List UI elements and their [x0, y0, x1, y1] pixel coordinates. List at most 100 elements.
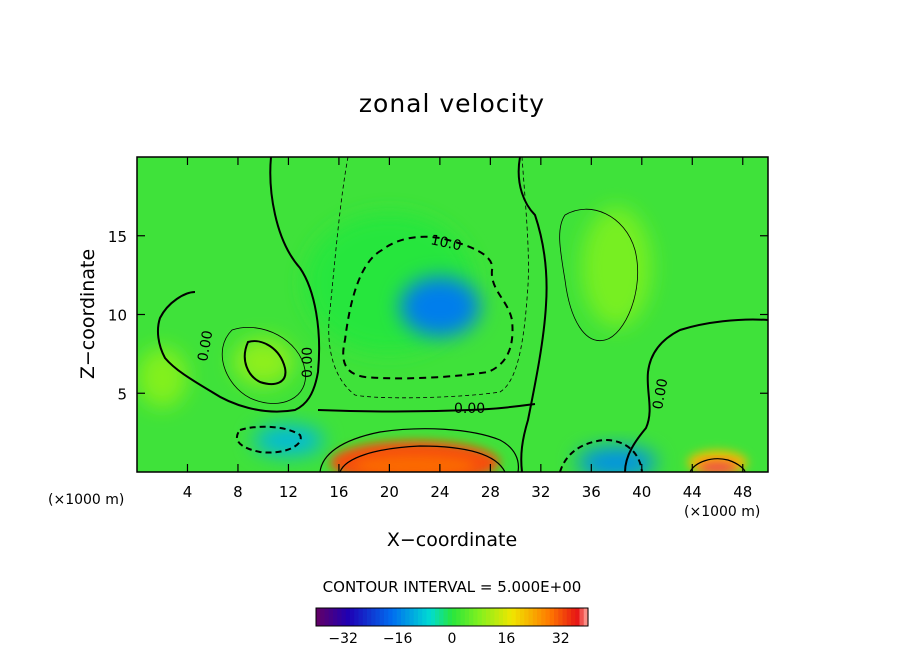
colorbar-swatch — [324, 608, 330, 626]
contour-interval-text: CONTOUR INTERVAL = 5.000E+00 — [323, 578, 582, 596]
contour-neg-ten-dashed — [342, 235, 514, 380]
x-tick-label: 44 — [683, 483, 702, 501]
x-tick-label: 4 — [183, 483, 193, 501]
contour-label: 0.00 — [650, 377, 671, 410]
colorbar-swatch — [511, 608, 517, 626]
contour-lines — [156, 157, 768, 472]
field-feature — [137, 347, 188, 408]
colorbar-swatch — [430, 608, 436, 626]
colorbar-swatch — [452, 608, 457, 626]
x-unit-right: (×1000 m) — [684, 504, 760, 520]
colorbar-swatch — [583, 608, 589, 626]
colorbar-tick-label: 16 — [497, 631, 515, 647]
x-tick-label: 40 — [632, 483, 651, 501]
colorbar — [315, 607, 589, 627]
colorbar-swatch — [316, 608, 321, 626]
contour-label: 10.0 — [429, 232, 463, 254]
colorbar-swatch — [418, 608, 423, 626]
contour-zero-lower-right — [624, 318, 768, 472]
colorbar-swatch — [384, 608, 389, 626]
colorbar-swatch — [447, 608, 453, 626]
colorbar-swatch — [520, 608, 525, 626]
colorbar-swatch — [345, 608, 351, 626]
contour-label: 0.00 — [300, 347, 316, 378]
contour-hot-inner — [339, 445, 506, 472]
y-tick-label: 10 — [108, 307, 127, 325]
colorbar-swatch — [443, 608, 449, 626]
colorbar-swatch — [477, 608, 483, 626]
colorbar-swatch — [337, 608, 343, 626]
colorbar-swatch — [375, 608, 381, 626]
colorbar-swatch — [320, 608, 326, 626]
x-tick-label: 28 — [481, 483, 500, 501]
colorbar-swatch — [545, 608, 551, 626]
colorbar-swatch — [575, 608, 581, 626]
contour-label-group: 10.0 0.00 0.00 0.00 0.00 — [195, 232, 671, 417]
contour-zero-left — [156, 157, 321, 413]
colorbar-swatch — [401, 608, 406, 626]
colorbar-tick-label: 32 — [552, 631, 570, 647]
x-tick-label: 24 — [430, 483, 449, 501]
contour-blob-left-thin — [221, 327, 306, 404]
colorbar-swatch — [469, 608, 474, 626]
colorbar-swatch — [439, 608, 445, 626]
colorbar-swatch — [549, 608, 555, 626]
colorbar-swatch — [554, 608, 559, 626]
colorbar-swatch — [354, 608, 360, 626]
colorbar-swatch — [371, 608, 377, 626]
contour-zero-mid — [317, 403, 536, 413]
colorbar-swatch — [532, 608, 538, 626]
contour-zero-right — [517, 157, 548, 472]
x-tick-label: 32 — [531, 483, 550, 501]
field-feature — [253, 425, 324, 456]
colorbar-swatch — [367, 608, 372, 626]
colorbar-swatch — [537, 608, 542, 626]
colorbar-swatch — [409, 608, 415, 626]
colorbar-swatch — [566, 608, 572, 626]
x-tick-label: 12 — [279, 483, 298, 501]
colorbar-swatch — [328, 608, 334, 626]
colorbar-tick-label: −16 — [383, 631, 413, 647]
y-tick-label: 15 — [108, 228, 127, 246]
colorbar-swatch — [435, 608, 440, 626]
colorbar-swatch — [460, 608, 466, 626]
colorbar-tick-label: −32 — [328, 631, 358, 647]
colorbar-swatch — [579, 608, 585, 626]
contour-neg-five-thin — [328, 157, 529, 399]
field-feature — [233, 337, 294, 386]
x-tick-label: 48 — [733, 483, 752, 501]
colorbar-swatch — [405, 608, 411, 626]
colorbar-swatch — [558, 608, 564, 626]
colorbar-swatch — [571, 608, 576, 626]
contour-blob-left — [243, 340, 287, 386]
colorbar-swatch — [515, 608, 521, 626]
colorbar-swatch — [473, 608, 479, 626]
x-unit-left: (×1000 m) — [48, 492, 124, 508]
colorbar-swatch — [562, 608, 568, 626]
colorbar-swatch — [464, 608, 470, 626]
colorbar-swatch — [379, 608, 385, 626]
colorbar-swatch — [481, 608, 487, 626]
contour-cold-right — [559, 438, 643, 472]
field-blobs — [137, 207, 748, 472]
x-axis-ticks: 4 8 12 16 20 24 28 32 36 40 44 48 — [183, 157, 752, 501]
colorbar-swatch — [528, 608, 534, 626]
x-tick-label: 16 — [329, 483, 348, 501]
field-feature — [399, 276, 480, 337]
heatmap-field — [137, 157, 768, 472]
x-axis-label: X−coordinate — [387, 529, 517, 551]
colorbar-swatch — [333, 608, 338, 626]
y-tick-label: 5 — [117, 385, 127, 403]
y-axis-label: Z−coordinate — [77, 249, 99, 379]
colorbar-swatch — [392, 608, 398, 626]
colorbar-swatch — [456, 608, 462, 626]
chart-title: zonal velocity — [359, 89, 545, 118]
colorbar-swatch — [422, 608, 428, 626]
colorbar-swatch — [507, 608, 513, 626]
contour-warm-right — [689, 458, 746, 472]
field-feature — [581, 207, 652, 328]
contour-label: 0.00 — [195, 329, 216, 362]
contour-blob-right-thin — [559, 208, 639, 342]
colorbar-swatch — [494, 608, 500, 626]
contour-cold-left — [235, 425, 302, 454]
